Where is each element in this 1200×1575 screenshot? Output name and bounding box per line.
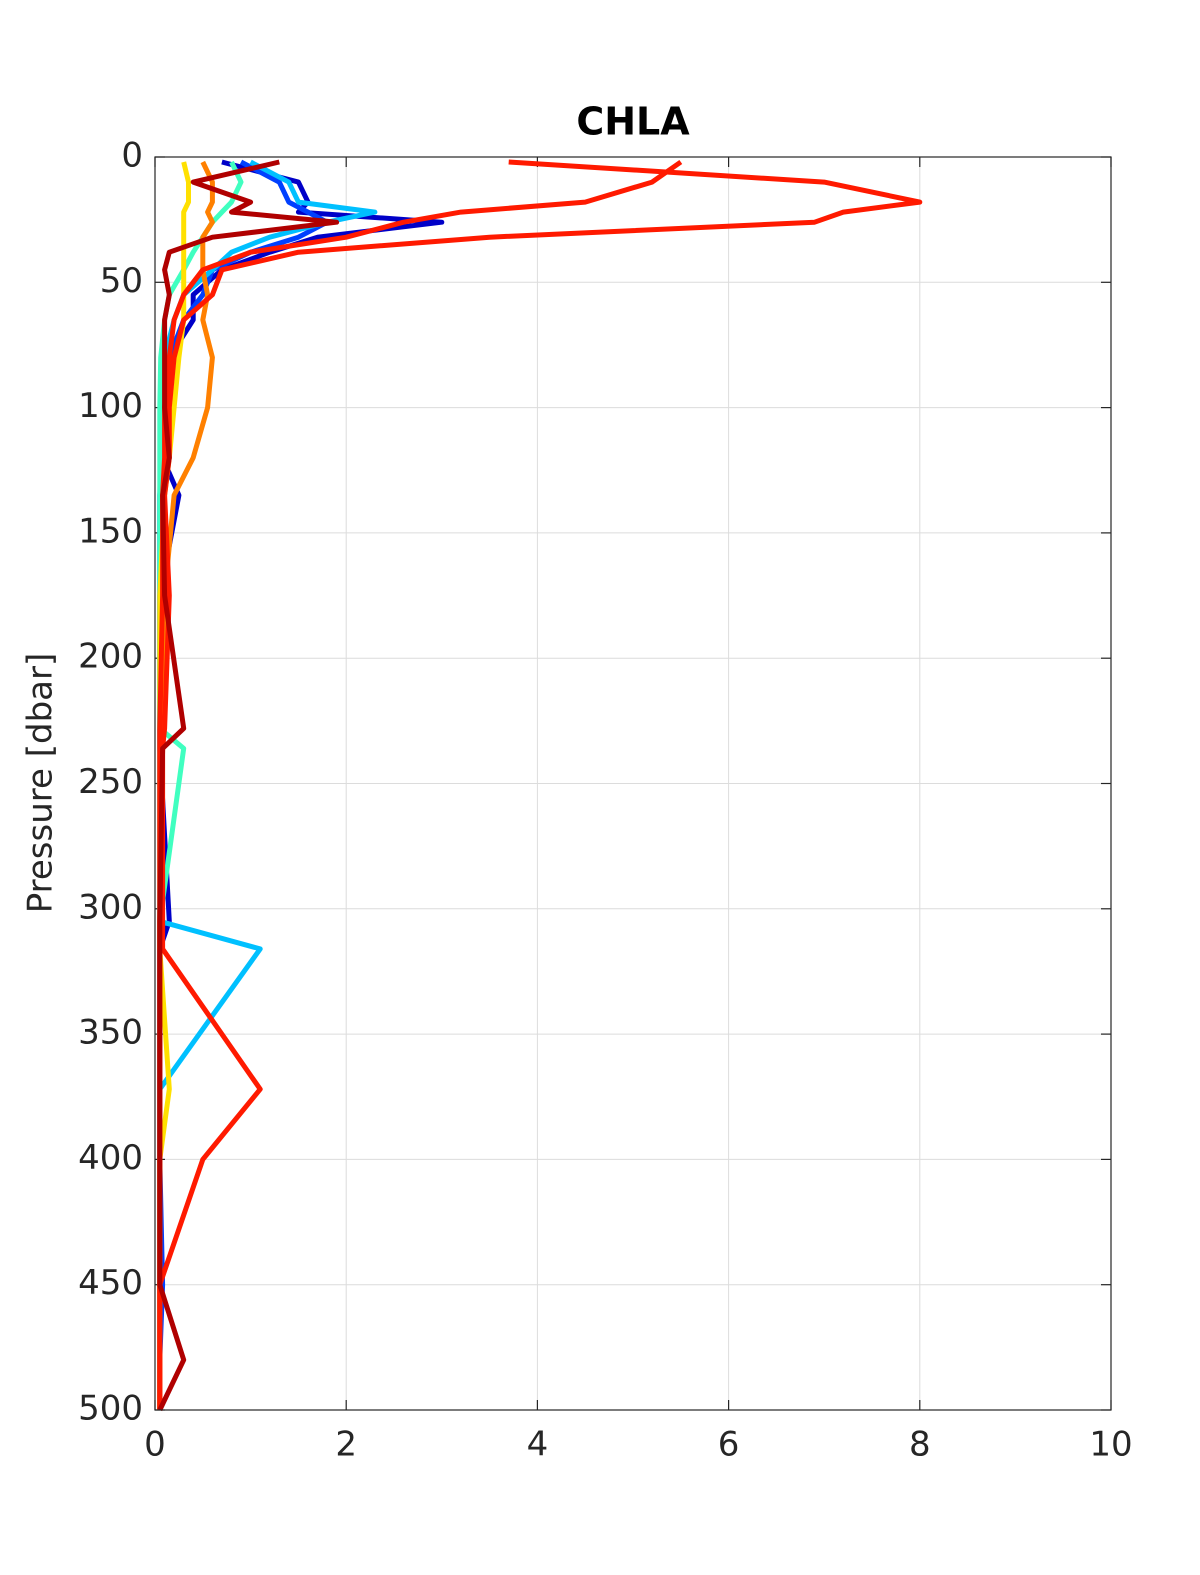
y-tick-label: 350 [78,1013,143,1053]
y-tick-label: 0 [121,136,143,176]
profile-line [157,159,378,1410]
y-tick-label: 150 [78,511,143,551]
y-tick-label: 300 [78,887,143,927]
x-tick-label: 8 [909,1425,931,1465]
chart-title: CHLA [576,100,690,144]
y-tick-label: 400 [78,1138,143,1178]
y-tick-label: 200 [78,637,143,677]
x-tick-label: 10 [1089,1425,1132,1465]
y-tick-label: 50 [100,261,143,301]
profile-line [157,159,445,1410]
y-tick-label: 100 [78,386,143,426]
y-tick-label: 450 [78,1263,143,1303]
plot-frame [154,156,1112,1411]
profile-line [157,159,683,1410]
y-axis-label: Pressure [dbar] [21,653,61,914]
y-tick-label: 250 [78,762,143,802]
profile-line [157,159,330,1410]
profile-line [157,159,923,1410]
y-tick-label: 500 [78,1389,143,1429]
x-tick-label: 4 [527,1425,549,1465]
x-tick-label: 2 [335,1425,357,1465]
profile-line [157,159,340,1412]
x-tick-label: 0 [144,1425,166,1465]
x-tick-label: 6 [718,1425,740,1465]
